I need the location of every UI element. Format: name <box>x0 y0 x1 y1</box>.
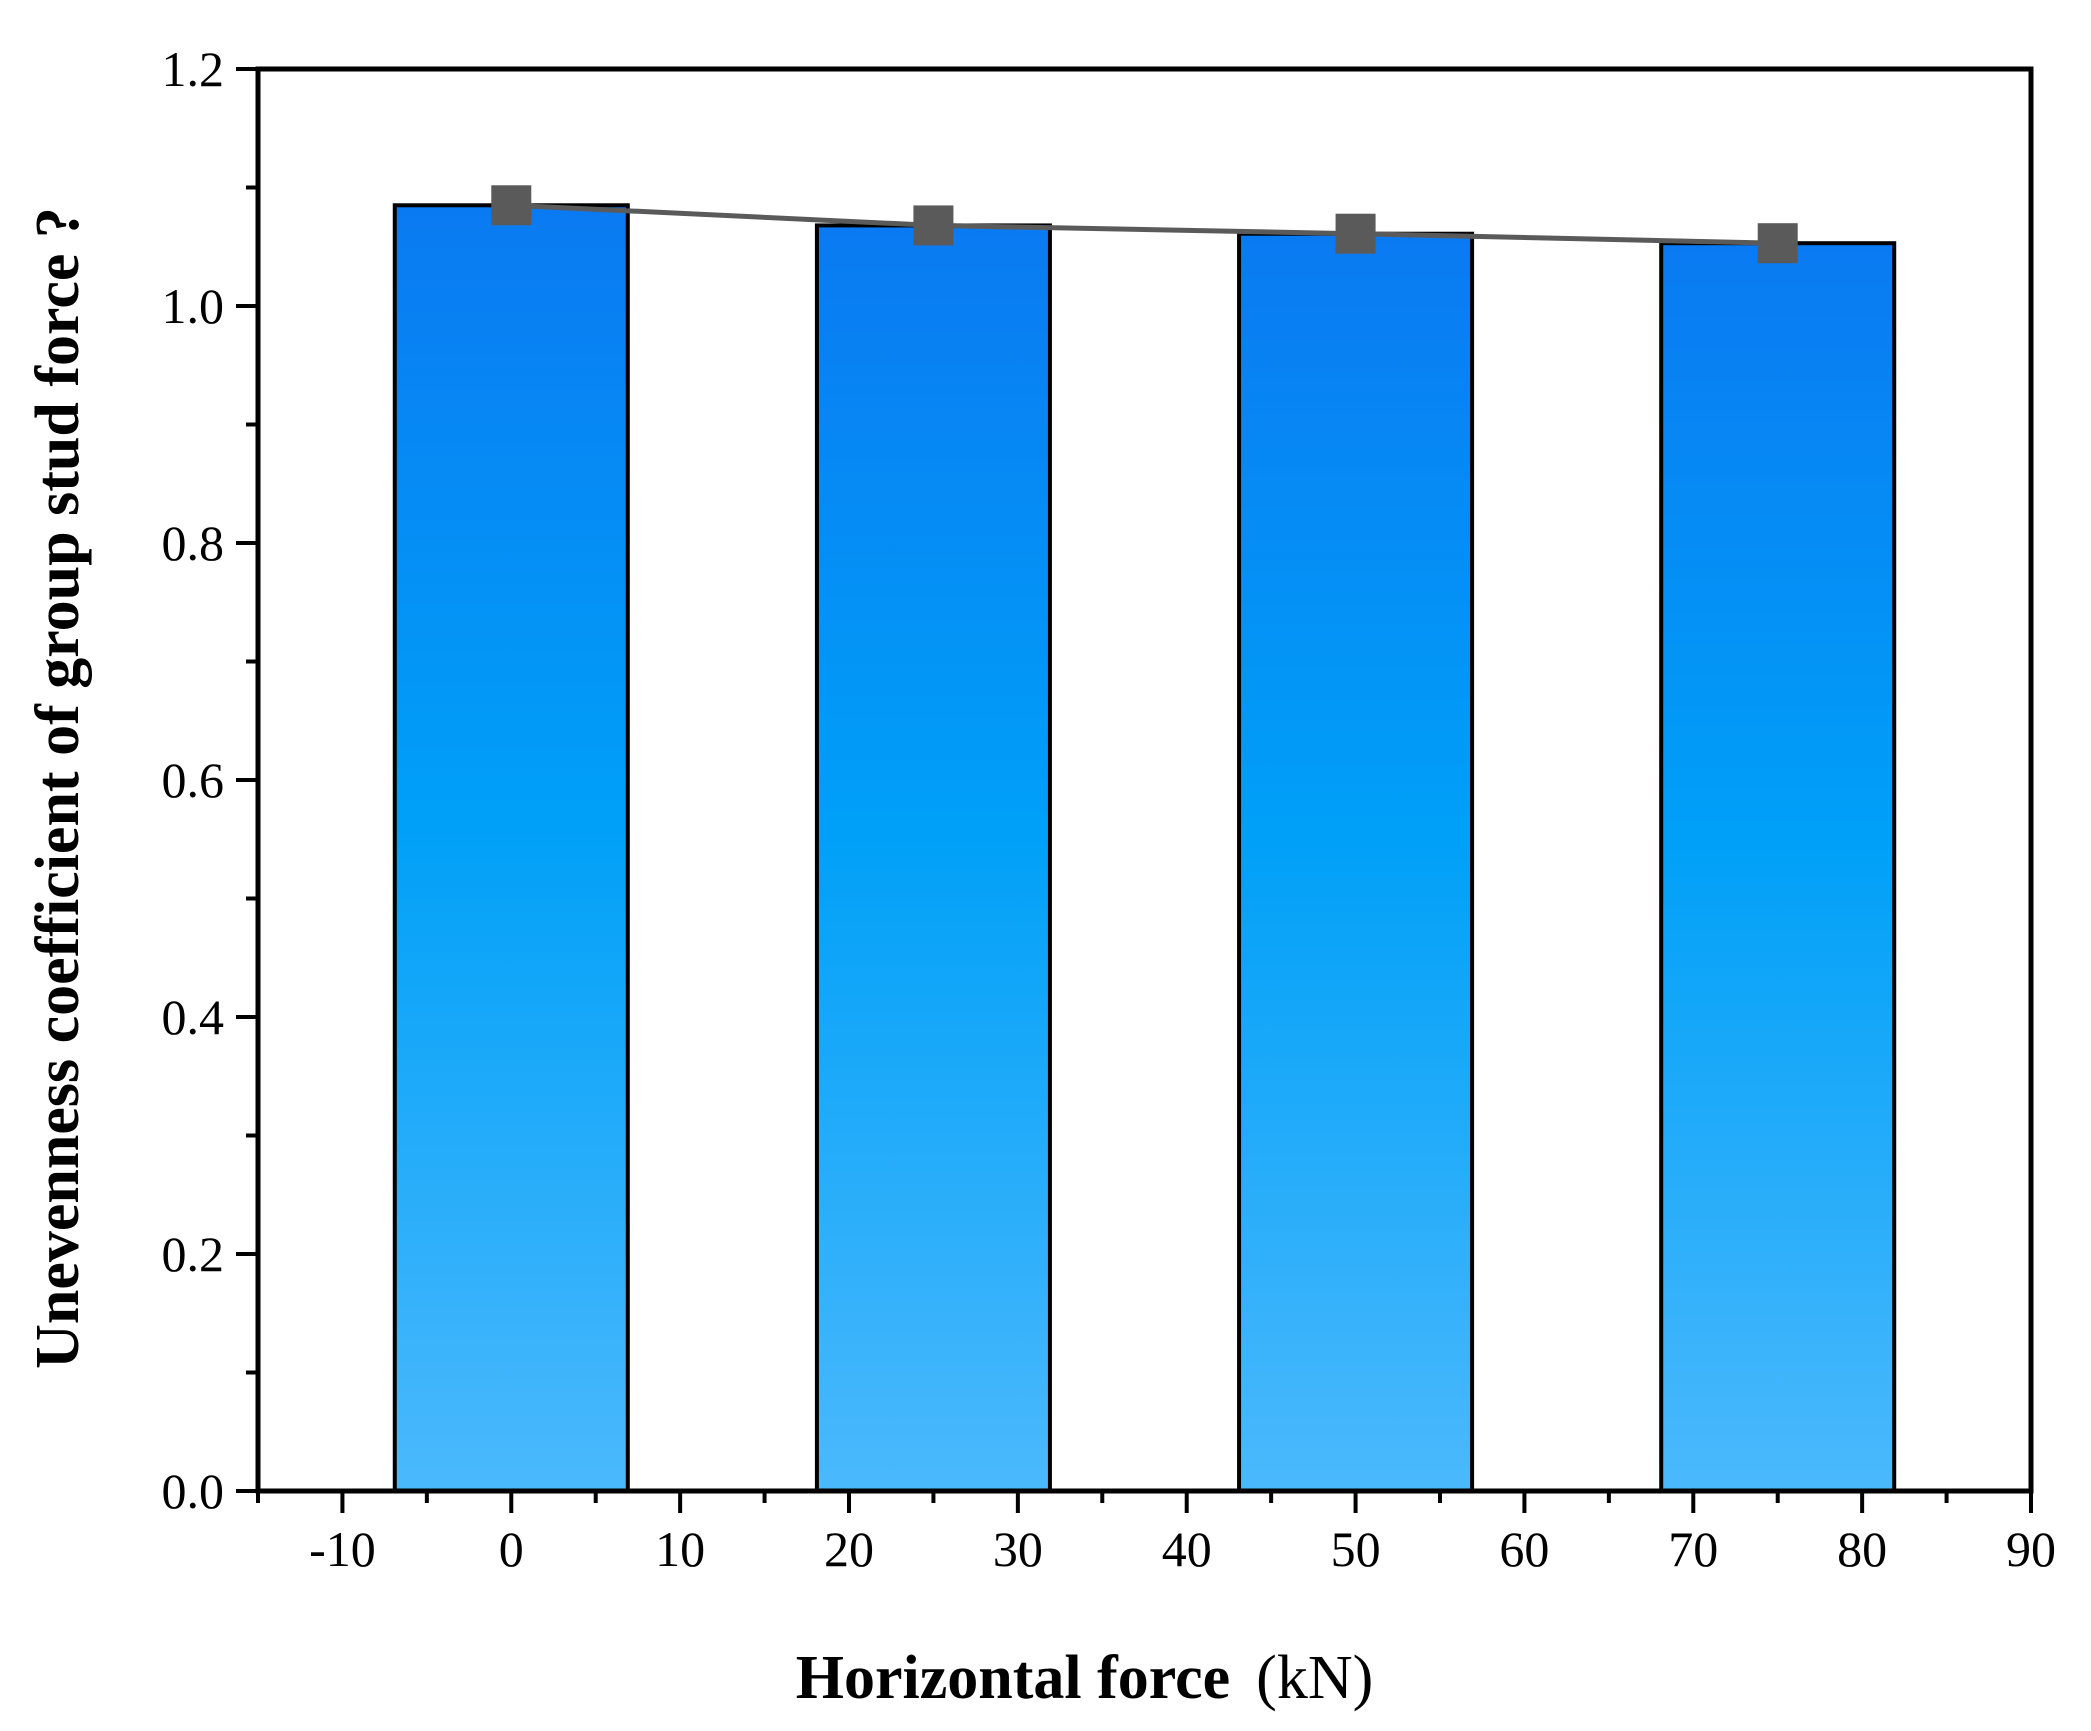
y-tick-label: 0.2 <box>162 1226 225 1282</box>
y-tick-label: 0.4 <box>162 989 225 1045</box>
bar-1 <box>814 223 1052 1493</box>
y-tick-label: 1.0 <box>162 278 225 334</box>
bar-0 <box>392 203 630 1493</box>
x-tick-label: 80 <box>1837 1521 1887 1577</box>
x-tick-label: 20 <box>824 1521 874 1577</box>
y-tick-label: 0.6 <box>162 752 225 808</box>
y-tick-label: 1.2 <box>162 41 225 97</box>
line-series-group <box>491 185 1798 264</box>
series-line-0 <box>511 202 1778 246</box>
x-tick-label: 30 <box>993 1521 1043 1577</box>
x-tick-label: 70 <box>1668 1521 1718 1577</box>
x-tick-label: 40 <box>1162 1521 1212 1577</box>
y-axis-title: Unevenness coefficient of group stud for… <box>24 207 92 1369</box>
x-axis-ticks: -10 0 10 20 30 40 50 60 70 80 90 <box>256 1491 2056 1577</box>
x-tick-label: 90 <box>2006 1521 2056 1577</box>
x-tick-label: 50 <box>1331 1521 1381 1577</box>
series-marker-2 <box>1335 213 1376 254</box>
series-marker-0 <box>491 185 532 226</box>
x-axis-title: Horizontal force (kN) <box>796 1644 1374 1712</box>
x-tick-label: -10 <box>309 1521 376 1577</box>
x-tick-label: 60 <box>1499 1521 1549 1577</box>
y-tick-label: 0.0 <box>162 1463 225 1519</box>
y-tick-label: 0.8 <box>162 515 225 571</box>
x-tick-label: 0 <box>499 1521 524 1577</box>
series-marker-3 <box>1757 223 1798 264</box>
x-axis-label: Horizontal force <box>796 1644 1230 1712</box>
y-axis-ticks: 0.0 0.2 0.4 0.6 0.8 1.0 1.2 <box>162 41 258 1519</box>
bar-2 <box>1237 231 1475 1494</box>
x-axis-unit: (kN) <box>1256 1644 1373 1712</box>
x-tick-label: 10 <box>655 1521 705 1577</box>
bars-group <box>392 203 1897 1494</box>
bar-3 <box>1659 241 1897 1494</box>
series-marker-1 <box>913 205 954 246</box>
